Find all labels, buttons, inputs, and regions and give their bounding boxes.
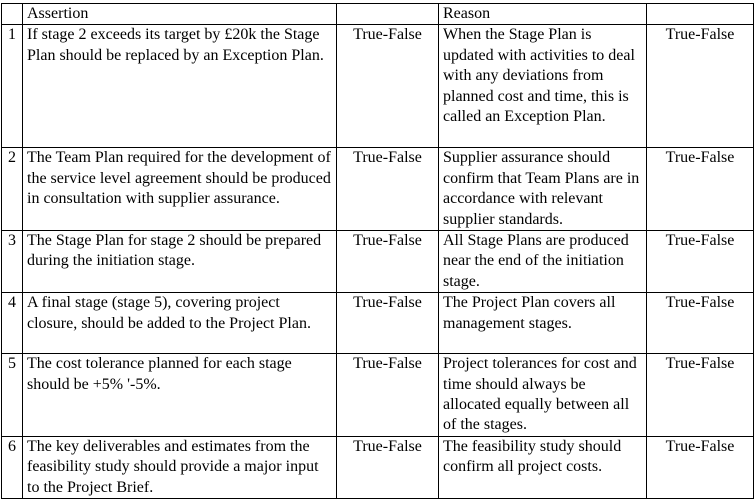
header-reason: Reason	[438, 2, 647, 26]
reason-answer: True-False	[646, 353, 754, 437]
reason-cell: The Project Plan covers all management s…	[438, 292, 647, 355]
header-assertion: Assertion	[22, 2, 337, 26]
assertion-answer: True-False	[336, 353, 439, 437]
reason-cell: All Stage Plans are produced near the en…	[438, 230, 647, 294]
assertion-cell: A final stage (stage 5), covering projec…	[22, 292, 337, 355]
table-row: 5 The cost tolerance planned for each sta…	[1, 353, 754, 437]
table-row: 2 The Team Plan required for the developm…	[1, 147, 754, 232]
reason-answer: True-False	[646, 292, 754, 355]
reason-answer: True-False	[646, 435, 754, 499]
header-number	[1, 2, 23, 26]
assertion-cell: If stage 2 exceeds its target by £20k th…	[22, 24, 337, 149]
assertion-answer: True-False	[336, 230, 439, 294]
assertion-answer: True-False	[336, 292, 439, 355]
reason-cell: Supplier assurance should confirm that T…	[438, 147, 647, 232]
assertion-cell: The Stage Plan for stage 2 should be pre…	[22, 230, 337, 294]
assertion-cell: The key deliverables and estimates from …	[22, 435, 337, 499]
header-row: Assertion Reason	[1, 2, 754, 26]
row-number: 1	[1, 24, 23, 149]
assertion-answer: True-False	[336, 24, 439, 149]
row-number: 3	[1, 230, 23, 294]
reason-answer: True-False	[646, 147, 754, 232]
header-answer2	[646, 2, 754, 26]
table-row: 6 The key deliverables and estimates from…	[1, 435, 754, 499]
row-number: 6	[1, 435, 23, 499]
reason-cell: When the Stage Plan is updated with acti…	[438, 24, 647, 149]
reason-answer: True-False	[646, 230, 754, 294]
row-number: 2	[1, 147, 23, 232]
assertion-cell: The cost tolerance planned for each stag…	[22, 353, 337, 437]
table-row: 1 If stage 2 exceeds its target by £20k t…	[1, 24, 754, 149]
assertion-answer: True-False	[336, 435, 439, 499]
table-row: 3 The Stage Plan for stage 2 should be pr…	[1, 230, 754, 294]
row-number: 5	[1, 353, 23, 437]
row-number: 4	[1, 292, 23, 355]
reason-cell: The feasibility study should confirm all…	[438, 435, 647, 499]
reason-cell: Project tolerances for cost and time sho…	[438, 353, 647, 437]
assertion-cell: The Team Plan required for the developme…	[22, 147, 337, 232]
reason-answer: True-False	[646, 24, 754, 149]
assertion-answer: True-False	[336, 147, 439, 232]
header-answer1	[336, 2, 439, 26]
